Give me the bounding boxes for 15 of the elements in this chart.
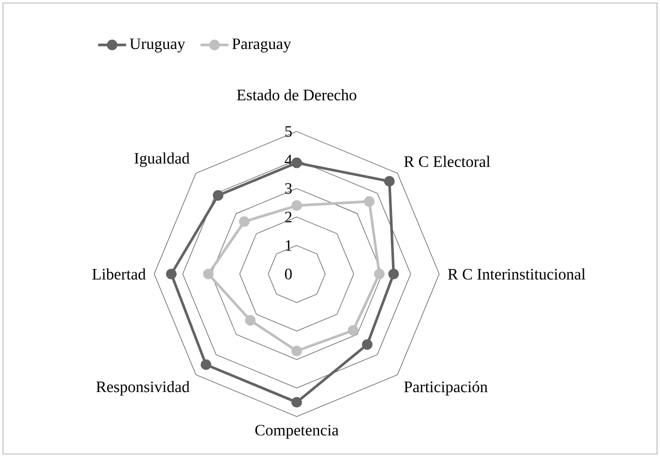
y-tick-label: 3 [285,183,292,194]
spoke-label: Igualdad [134,152,190,167]
legend-label: Paraguay [232,38,292,52]
spoke-label: Participación [404,381,488,396]
y-tick-label: 5 [285,126,292,137]
y-tick-label: 0 [285,268,292,280]
spoke-label: R C Electoral [404,156,490,167]
spoke-label: Responsividad [96,380,190,396]
legend-label: Uruguay [130,38,186,52]
y-tick-label: 1 [286,240,292,251]
spoke-label: Estado de Derecho [236,89,356,100]
spoke-label: R C Interinstitucional [448,268,586,280]
spoke-label: Libertad [92,268,146,280]
y-tick-label: 2 [285,212,292,222]
spoke-label: Competencia [255,424,339,439]
